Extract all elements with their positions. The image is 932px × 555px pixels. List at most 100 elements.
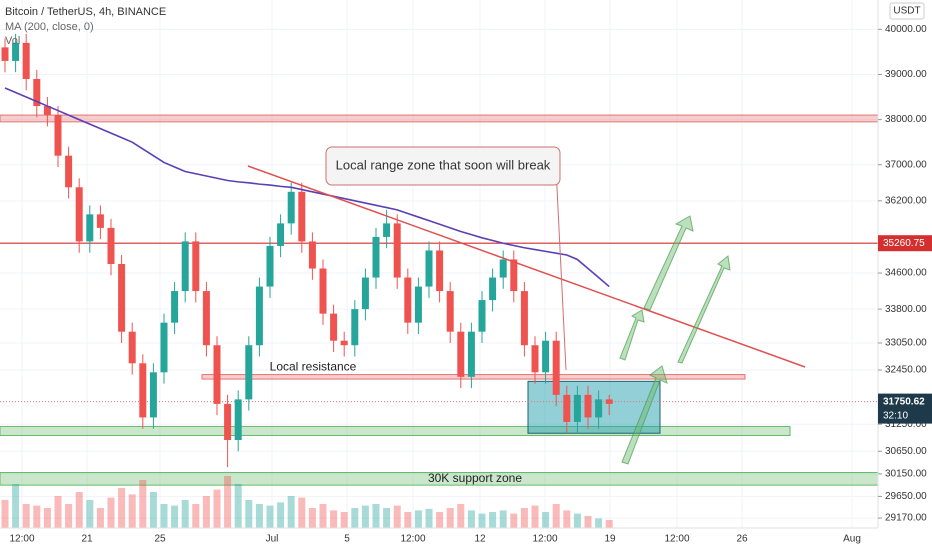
x-tick-label: 12:00 xyxy=(9,534,34,545)
volume-bar xyxy=(128,494,136,528)
volume-bar xyxy=(510,513,518,528)
volume-label: Vol xyxy=(5,35,20,47)
zone xyxy=(527,380,661,434)
volume-bar xyxy=(107,497,115,528)
candle-body xyxy=(584,394,592,418)
candle-body xyxy=(404,277,412,323)
volume-bar xyxy=(171,505,179,528)
time-axis xyxy=(0,528,878,550)
volume-bar xyxy=(54,496,62,528)
y-tick-label: 38000.00 xyxy=(885,114,927,125)
candle-body xyxy=(160,322,168,373)
level-tag xyxy=(878,235,932,252)
volume-bar xyxy=(584,516,592,528)
x-tick-label: Aug xyxy=(843,534,861,545)
x-tick-label: 26 xyxy=(736,534,748,545)
y-tick-label: 40000.00 xyxy=(885,24,927,35)
candle-body xyxy=(171,291,179,323)
candle-body xyxy=(287,191,295,224)
volume-bar xyxy=(393,505,401,528)
candle-body xyxy=(489,277,497,301)
candle-body xyxy=(605,399,613,404)
candle-body xyxy=(224,403,232,440)
candle-body xyxy=(340,340,348,346)
volume-bar xyxy=(266,505,274,528)
volume-bar xyxy=(139,480,147,528)
volume-layer xyxy=(1,476,613,528)
last-price-text: 31750.62 xyxy=(883,396,925,407)
candle-body xyxy=(65,155,73,188)
candle-body xyxy=(54,115,62,156)
volume-bar xyxy=(1,500,9,528)
volume-bar xyxy=(404,512,412,528)
volume-bar xyxy=(245,500,253,528)
volume-bar xyxy=(181,500,189,528)
candle-body xyxy=(383,223,391,237)
volume-bar xyxy=(340,512,348,528)
candle-body xyxy=(245,345,253,400)
volume-bar xyxy=(224,476,232,528)
currency-box xyxy=(889,2,925,20)
candle-body xyxy=(118,264,126,332)
volume-bar xyxy=(351,508,359,528)
candle-body xyxy=(393,223,401,278)
volume-bar xyxy=(531,505,539,528)
currency: USDT xyxy=(893,6,920,17)
candle-body xyxy=(520,291,528,346)
candle-body xyxy=(33,78,41,107)
title: Bitcoin / TetherUS, 4h, BINANCE xyxy=(5,6,166,18)
x-tick-label: 12:00 xyxy=(532,534,557,545)
x-tick-label: 25 xyxy=(154,534,166,545)
volume-bar xyxy=(552,504,560,528)
volume-bar xyxy=(160,504,168,528)
x-tick-label: 12 xyxy=(474,534,486,545)
candle-body xyxy=(499,259,507,278)
y-tick-label: 30150.00 xyxy=(885,468,927,479)
countdown: 32:10 xyxy=(883,410,908,421)
y-tick-label: 39000.00 xyxy=(885,69,927,80)
candle-body xyxy=(12,42,20,61)
candle-body xyxy=(457,331,465,377)
volume-bar xyxy=(489,512,497,528)
x-tick-label: 5 xyxy=(344,534,350,545)
x-tick-label: 19 xyxy=(604,534,616,545)
candle-body xyxy=(595,399,603,418)
zone-label: 30K support zone xyxy=(428,471,522,485)
zone-label: Local resistance xyxy=(270,360,357,374)
callout-box xyxy=(325,146,561,186)
volume-bar xyxy=(234,484,242,528)
candle-body xyxy=(510,259,518,292)
axes: 40000.00 39000.00 38000.00 37000.00 36200.00… xyxy=(9,24,932,545)
candle-body xyxy=(542,340,550,373)
candle-body xyxy=(552,340,560,395)
candle-body xyxy=(361,277,369,310)
overlay-layer: Local range zone that soon will break 30… xyxy=(247,146,806,485)
volume-bar xyxy=(372,504,380,528)
y-tick-label: 30650.00 xyxy=(885,446,927,457)
volume-bar xyxy=(308,508,316,528)
candle-body xyxy=(266,245,274,287)
x-tick-label: 21 xyxy=(81,534,93,545)
volume-bar xyxy=(202,496,210,528)
volume-bar xyxy=(277,502,285,528)
volume-bar xyxy=(563,510,571,528)
y-tick-label: 33050.00 xyxy=(885,338,927,349)
volume-bar xyxy=(298,497,306,528)
candle-body xyxy=(351,309,359,346)
volume-bar xyxy=(22,504,30,528)
volume-bar xyxy=(12,484,20,528)
y-tick-label: 29650.00 xyxy=(885,491,927,502)
arrow xyxy=(677,255,731,364)
candle-body xyxy=(308,241,316,269)
y-tick-label: 31250.00 xyxy=(885,419,927,430)
zone xyxy=(0,114,879,123)
candle-body xyxy=(478,300,486,332)
volume-bar xyxy=(361,505,369,528)
x-tick-label: 12:00 xyxy=(400,534,425,545)
candle-layer xyxy=(1,33,613,468)
x-tick-label: 12:00 xyxy=(664,534,689,545)
y-tick-label: 29170.00 xyxy=(885,513,927,524)
candle-body xyxy=(414,286,422,323)
volume-bar xyxy=(595,518,603,528)
